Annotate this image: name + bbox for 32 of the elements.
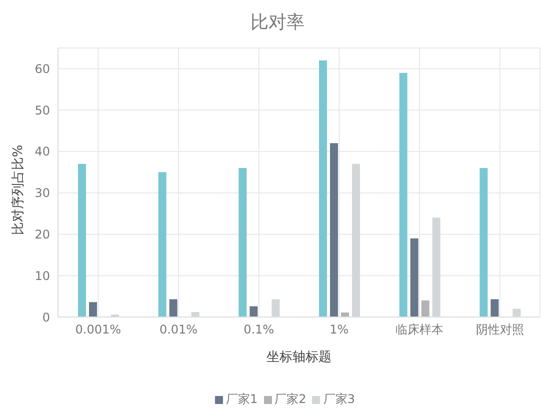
legend-label: 厂家2 (274, 391, 306, 408)
bar (399, 72, 408, 317)
legend-label: 厂家3 (323, 391, 355, 408)
x-tick-label: 0.01% (159, 322, 198, 337)
bar (158, 172, 166, 317)
bar (169, 299, 178, 317)
y-tick-label: 10 (34, 268, 50, 283)
y-tick-label: 0 (42, 310, 50, 324)
y-tick-label: 20 (34, 227, 50, 242)
bar (250, 306, 258, 317)
y-tick-label: 40 (34, 144, 50, 159)
bar (330, 143, 338, 317)
y-axis-title: 比对序列占比% (10, 144, 27, 236)
bar (238, 168, 247, 317)
x-tick-label: 临床样本 (396, 322, 444, 337)
x-tick-label: 0.1% (244, 322, 274, 337)
x-tick-label: 阴性对照 (476, 322, 524, 337)
bar (480, 168, 488, 317)
bar (89, 302, 97, 317)
bar (490, 299, 499, 317)
y-tick-label: 30 (34, 186, 50, 200)
bar (421, 300, 430, 317)
legend-label: 厂家1 (226, 391, 258, 408)
x-tick-label: 1% (330, 322, 349, 337)
bar (410, 238, 418, 317)
x-axis-title: 坐标轴标题 (266, 349, 332, 366)
x-tick-label: 0.001% (75, 322, 122, 337)
y-tick-label: 50 (34, 103, 50, 118)
y-tick-label: 60 (34, 62, 50, 76)
chart-title: 比对率 (250, 11, 306, 34)
bar (319, 60, 327, 317)
bar (78, 164, 86, 317)
